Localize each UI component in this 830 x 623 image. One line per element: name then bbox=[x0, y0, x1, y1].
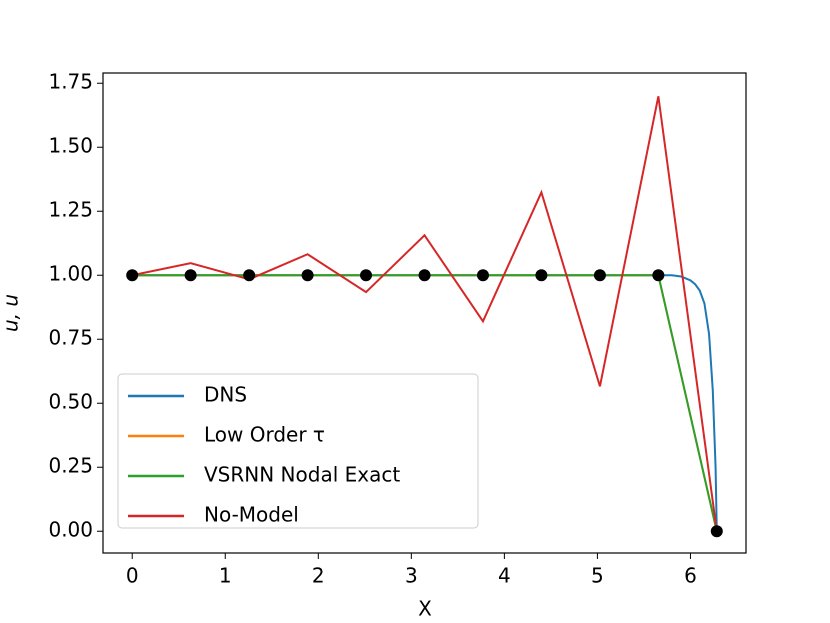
marker bbox=[593, 269, 606, 282]
y-tick-label: 1.00 bbox=[48, 262, 93, 286]
y-tick-label: 1.75 bbox=[48, 70, 93, 94]
marker bbox=[710, 525, 723, 538]
legend-label: No-Model bbox=[204, 503, 299, 527]
marker bbox=[535, 269, 548, 282]
legend-label: DNS bbox=[204, 383, 247, 407]
marker bbox=[360, 269, 373, 282]
axes-frame bbox=[102, 72, 747, 554]
y-axis-label: u, u bbox=[0, 294, 23, 332]
marker bbox=[652, 269, 665, 282]
marker bbox=[301, 269, 314, 282]
x-tick-label: 1 bbox=[219, 564, 232, 588]
marker bbox=[243, 269, 256, 282]
x-axis-label: X bbox=[418, 597, 432, 621]
y-tick-label: 0.75 bbox=[48, 326, 93, 350]
x-tick-label: 6 bbox=[684, 564, 697, 588]
series-line bbox=[132, 96, 718, 532]
legend-box bbox=[117, 373, 479, 529]
series-line bbox=[132, 274, 718, 532]
y-tick-label: 0.00 bbox=[48, 518, 93, 542]
legend-label: VSRNN Nodal Exact bbox=[204, 463, 400, 487]
marker bbox=[476, 269, 489, 282]
marker bbox=[126, 269, 139, 282]
legend-label: Low Order τ bbox=[204, 423, 325, 447]
x-tick-label: 3 bbox=[405, 564, 418, 588]
x-tick-label: 0 bbox=[126, 564, 139, 588]
y-tick-label: 1.50 bbox=[48, 134, 93, 158]
y-tick-label: 0.25 bbox=[48, 454, 93, 478]
y-tick-label: 1.25 bbox=[48, 198, 93, 222]
marker bbox=[418, 269, 431, 282]
x-tick-label: 2 bbox=[312, 564, 325, 588]
x-tick-label: 5 bbox=[591, 564, 604, 588]
y-tick-label: 0.50 bbox=[48, 390, 93, 414]
marker bbox=[184, 269, 197, 282]
x-tick-label: 4 bbox=[498, 564, 511, 588]
